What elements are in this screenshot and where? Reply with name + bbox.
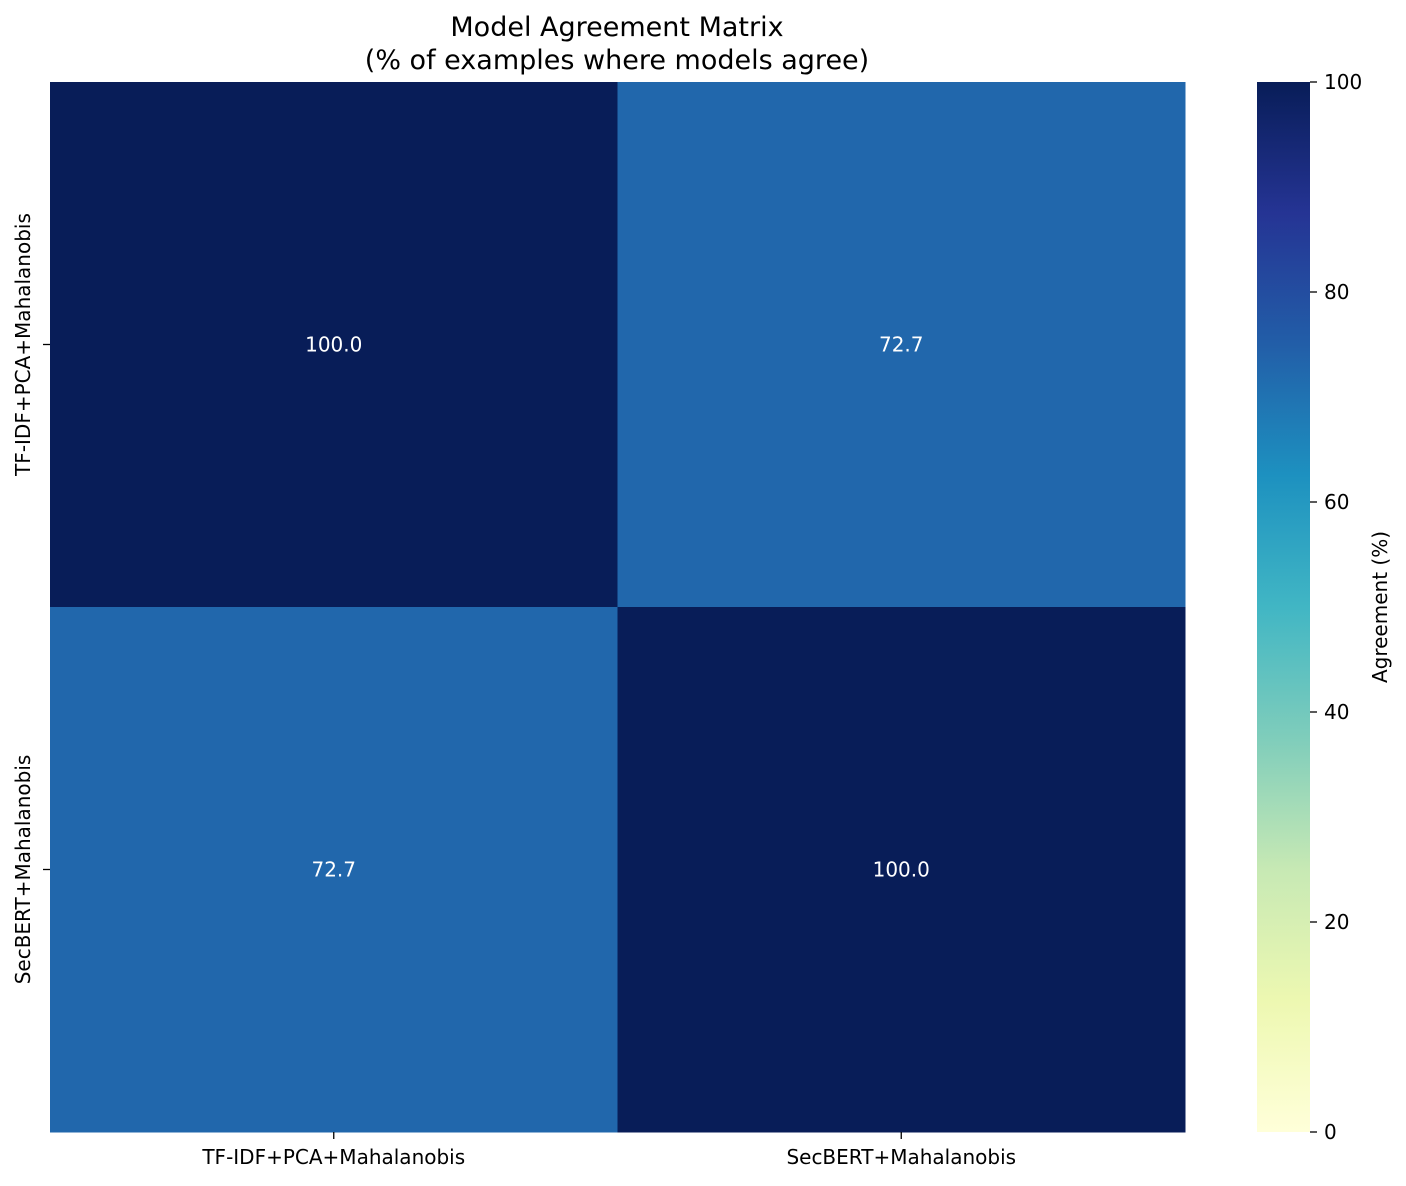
colorbar-tick-label: 40 xyxy=(1324,700,1349,724)
colorbar-label: Agreement (%) xyxy=(1368,531,1392,683)
chart-title-line-2: (% of examples where models agree) xyxy=(365,45,869,76)
colorbar-tick-label: 0 xyxy=(1324,1120,1337,1144)
colorbar-ticks: 0 20 40 60 80 100 xyxy=(1310,70,1362,1144)
heatmap-cells xyxy=(50,82,1186,1133)
cell-value-label-r1-c0: 72.7 xyxy=(311,858,356,882)
colorbar-tick-label: 80 xyxy=(1324,280,1349,304)
x-tick-label: TF-IDF+PCA+Mahalanobis xyxy=(201,1145,465,1169)
heatmap-cell-labels: 100.0 72.7 72.7 100.0 xyxy=(305,333,930,882)
chart-title-line-1: Model Agreement Matrix xyxy=(450,12,783,43)
colorbar-tick-label: 100 xyxy=(1324,70,1362,94)
y-tick-label: TF-IDF+PCA+Mahalanobis xyxy=(11,213,35,477)
x-tick-label: SecBERT+Mahalanobis xyxy=(786,1145,1016,1169)
colorbar-gradient xyxy=(1257,82,1310,1132)
cell-value-label-r1-c1: 100.0 xyxy=(873,858,930,882)
heatmap-cell-r1-c1 xyxy=(617,607,1186,1133)
colorbar-tick-label: 20 xyxy=(1324,910,1349,934)
y-tick-label: SecBERT+Mahalanobis xyxy=(11,755,35,985)
y-axis: TF-IDF+PCA+Mahalanobis SecBERT+Mahalanobi… xyxy=(11,213,50,984)
heatmap-cell-r0-c1 xyxy=(617,82,1186,608)
chart-title: Model Agreement Matrix (% of examples wh… xyxy=(365,12,869,76)
heatmap-cell-r1-c0 xyxy=(50,607,618,1133)
colorbar-tick-label: 60 xyxy=(1324,490,1349,514)
cell-value-label-r0-c1: 72.7 xyxy=(879,333,924,357)
colorbar xyxy=(1257,82,1310,1132)
x-axis: TF-IDF+PCA+Mahalanobis SecBERT+Mahalanobi… xyxy=(201,1132,1016,1169)
cell-value-label-r0-c0: 100.0 xyxy=(305,333,362,357)
heatmap-cell-r0-c0 xyxy=(50,82,618,608)
